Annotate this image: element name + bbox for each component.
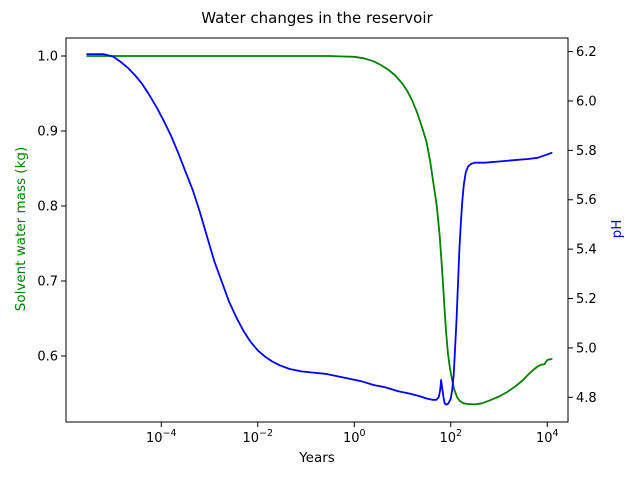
right-y-tick-label: 5.0 xyxy=(576,341,597,356)
x-tick-label: 10−4 xyxy=(146,428,177,446)
chart-title: Water changes in the reservoir xyxy=(201,9,433,27)
left-y-tick-label: 0.9 xyxy=(37,125,58,140)
right-y-tick-label: 6.0 xyxy=(576,94,597,109)
right-y-tick-label: 5.4 xyxy=(576,243,597,258)
pH-curve xyxy=(86,53,553,406)
x-tick-label: 100 xyxy=(343,428,366,446)
left-y-tick-label: 0.7 xyxy=(37,275,58,290)
solvent-water-mass-curve xyxy=(86,55,553,406)
left-y-axis-label: Solvent water mass (kg) xyxy=(13,146,29,312)
right-y-tick-label: 5.2 xyxy=(576,292,597,307)
right-y-tick-label: 5.6 xyxy=(576,193,597,208)
right-y-tick-label: 6.2 xyxy=(576,45,597,60)
right-y-tick-label: 4.8 xyxy=(576,391,597,406)
left-y-tick-label: 0.6 xyxy=(37,350,58,365)
x-tick-label: 102 xyxy=(439,428,462,446)
x-tick-label: 104 xyxy=(536,428,559,446)
left-y-tick-label: 1.0 xyxy=(37,50,58,65)
left-y-tick-label: 0.8 xyxy=(37,200,58,215)
right-y-axis-label: pH xyxy=(609,219,625,239)
right-y-tick-label: 5.8 xyxy=(576,144,597,159)
plot-frame xyxy=(65,37,569,423)
x-tick-label: 10−2 xyxy=(242,428,273,446)
x-axis-label: Years xyxy=(299,450,335,466)
